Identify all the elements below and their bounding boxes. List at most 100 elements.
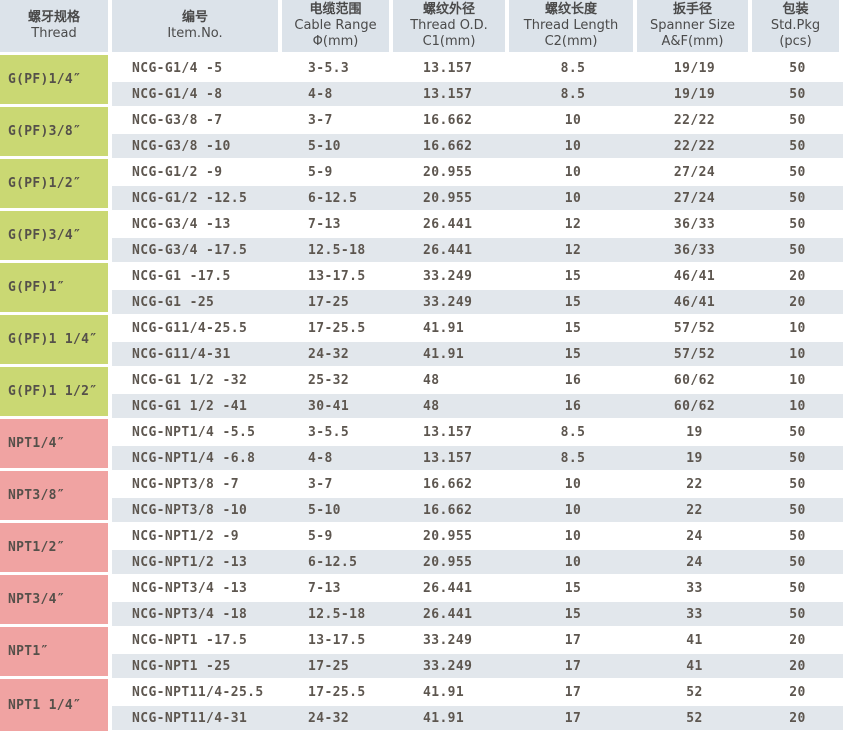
thread-length-cell: 15: [509, 341, 637, 367]
column-header-cable-range: 电缆范围 Cable Range Φ(mm): [282, 0, 393, 55]
header-zh: 螺牙规格: [27, 10, 80, 25]
item-no-cell: NCG-G1 -25: [112, 289, 282, 315]
thread-group-cell: NPT1″: [0, 627, 112, 679]
cable-range-cell: 3-5.3: [282, 55, 393, 81]
item-no-cell: NCG-G1 -17.5: [112, 263, 282, 289]
thread-length-cell: 15: [509, 601, 637, 627]
cable-range-cell: 25-32: [282, 367, 393, 393]
spanner-size-cell: 19: [637, 419, 752, 445]
thread-length-cell: 16: [509, 367, 637, 393]
thread-length-cell: 10: [509, 133, 637, 159]
thread-od-cell: 20.955: [393, 523, 509, 549]
thread-od-cell: 41.91: [393, 705, 509, 731]
std-pkg-cell: 50: [752, 575, 843, 601]
item-no-cell: NCG-G1 1/2 -32: [112, 367, 282, 393]
cable-range-cell: 6-12.5: [282, 185, 393, 211]
thread-od-cell: 20.955: [393, 549, 509, 575]
thread-od-cell: 16.662: [393, 471, 509, 497]
thread-length-cell: 16: [509, 393, 637, 419]
cable-range-cell: 12.5-18: [282, 237, 393, 263]
spanner-size-cell: 22/22: [637, 133, 752, 159]
std-pkg-cell: 50: [752, 211, 843, 237]
thread-od-cell: 13.157: [393, 445, 509, 471]
thread-od-cell: 41.91: [393, 679, 509, 705]
cable-range-cell: 12.5-18: [282, 601, 393, 627]
thread-od-cell: 26.441: [393, 211, 509, 237]
std-pkg-cell: 50: [752, 601, 843, 627]
item-no-cell: NCG-NPT1/4 -6.8: [112, 445, 282, 471]
std-pkg-cell: 20: [752, 263, 843, 289]
cable-range-cell: 5-9: [282, 523, 393, 549]
item-no-cell: NCG-NPT3/4 -18: [112, 601, 282, 627]
spanner-size-cell: 46/41: [637, 263, 752, 289]
thread-group-cell: G(PF)1″: [0, 263, 112, 315]
thread-od-cell: 33.249: [393, 653, 509, 679]
cable-range-cell: 6-12.5: [282, 549, 393, 575]
spanner-size-cell: 36/33: [637, 211, 752, 237]
cable-range-cell: 24-32: [282, 705, 393, 731]
header-sub: C1(mm): [422, 34, 476, 49]
thread-od-cell: 20.955: [393, 185, 509, 211]
header-zh: 包装: [782, 2, 809, 17]
spanner-size-cell: 52: [637, 679, 752, 705]
spanner-size-cell: 19/19: [637, 81, 752, 107]
item-no-cell: NCG-NPT1 -17.5: [112, 627, 282, 653]
spanner-size-cell: 22: [637, 471, 752, 497]
thread-group-cell: G(PF)1/2″: [0, 159, 112, 211]
header-sub: Φ(mm): [312, 34, 359, 49]
header-sub: (pcs): [779, 34, 812, 49]
std-pkg-cell: 50: [752, 237, 843, 263]
std-pkg-cell: 20: [752, 289, 843, 315]
std-pkg-cell: 50: [752, 159, 843, 185]
thread-group-cell: NPT1/4″: [0, 419, 112, 471]
spanner-size-cell: 27/24: [637, 185, 752, 211]
std-pkg-cell: 20: [752, 679, 843, 705]
thread-od-cell: 48: [393, 367, 509, 393]
cable-range-cell: 5-9: [282, 159, 393, 185]
std-pkg-cell: 20: [752, 705, 843, 731]
item-no-cell: NCG-G1 1/2 -41: [112, 393, 282, 419]
thread-length-cell: 17: [509, 627, 637, 653]
thread-length-cell: 8.5: [509, 445, 637, 471]
thread-length-cell: 17: [509, 705, 637, 731]
std-pkg-cell: 50: [752, 523, 843, 549]
thread-od-cell: 16.662: [393, 107, 509, 133]
spanner-size-cell: 24: [637, 523, 752, 549]
cable-range-cell: 13-17.5: [282, 263, 393, 289]
item-no-cell: NCG-G1/4 -8: [112, 81, 282, 107]
thread-length-cell: 10: [509, 549, 637, 575]
header-en: Std.Pkg: [770, 18, 821, 33]
column-header-item-no: 编号 Item.No.: [112, 0, 282, 55]
header-zh: 螺纹长度: [544, 2, 597, 17]
cable-range-cell: 30-41: [282, 393, 393, 419]
spanner-size-cell: 60/62: [637, 367, 752, 393]
item-no-cell: NCG-G3/4 -17.5: [112, 237, 282, 263]
thread-length-cell: 12: [509, 237, 637, 263]
thread-length-cell: 10: [509, 497, 637, 523]
thread-od-cell: 33.249: [393, 627, 509, 653]
thread-length-cell: 15: [509, 263, 637, 289]
thread-group-cell: G(PF)1/4″: [0, 55, 112, 107]
header-zh: 扳手径: [672, 2, 712, 17]
item-no-cell: NCG-NPT1/4 -5.5: [112, 419, 282, 445]
item-no-cell: NCG-G11/4-25.5: [112, 315, 282, 341]
cable-range-cell: 17-25: [282, 289, 393, 315]
thread-length-cell: 15: [509, 289, 637, 315]
header-en: Thread Length: [523, 18, 619, 33]
item-no-cell: NCG-NPT1/2 -13: [112, 549, 282, 575]
spanner-size-cell: 22/22: [637, 107, 752, 133]
std-pkg-cell: 50: [752, 133, 843, 159]
cable-range-cell: 4-8: [282, 81, 393, 107]
std-pkg-cell: 50: [752, 55, 843, 81]
spanner-size-cell: 19/19: [637, 55, 752, 81]
std-pkg-cell: 50: [752, 445, 843, 471]
item-no-cell: NCG-NPT1/2 -9: [112, 523, 282, 549]
spanner-size-cell: 60/62: [637, 393, 752, 419]
spanner-size-cell: 33: [637, 575, 752, 601]
column-header-thread-length: 螺纹长度 Thread Length C2(mm): [509, 0, 637, 55]
std-pkg-cell: 50: [752, 107, 843, 133]
thread-od-cell: 41.91: [393, 315, 509, 341]
header-en: Thread O.D.: [410, 18, 488, 33]
thread-length-cell: 12: [509, 211, 637, 237]
cable-range-cell: 17-25.5: [282, 679, 393, 705]
